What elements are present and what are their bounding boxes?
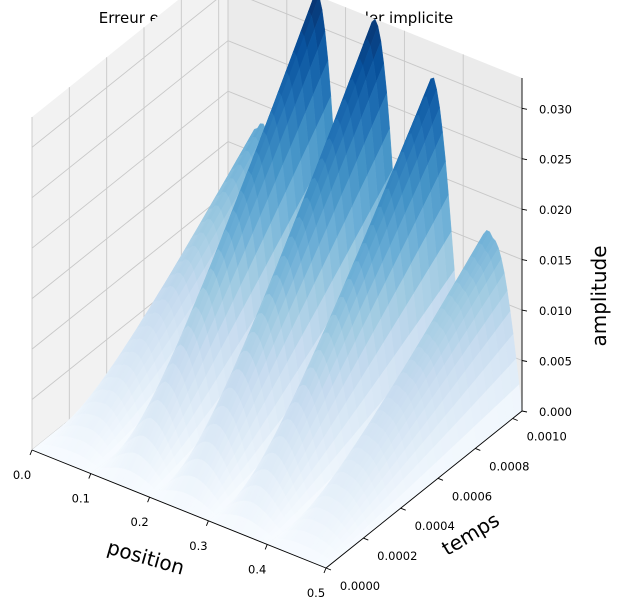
y-axis-line (325, 410, 523, 569)
y-tick-mark (325, 567, 332, 571)
x-tick-mark (264, 544, 268, 550)
z-tick-label: 0.025 (539, 153, 572, 167)
x-tick-label: 0.5 (307, 586, 325, 600)
y-tick-mark (400, 507, 406, 511)
x-tick-label: 0.2 (130, 515, 148, 529)
y-tick-mark (512, 418, 518, 421)
grid-z-left (31, 0, 217, 148)
x-axis-label: position (105, 535, 188, 580)
z-axis-label: amplitude (587, 245, 611, 346)
y-tick-label: 0.0010 (527, 430, 567, 444)
left-pane (32, 0, 228, 450)
x-tick-mark (205, 520, 209, 526)
x-tick-mark (147, 497, 151, 503)
axis-lines (29, 78, 528, 574)
grid-z-left (31, 90, 229, 249)
z-tick-mark (521, 208, 528, 211)
x-tick-label: 0.4 (248, 562, 266, 576)
z-tick-mark (521, 410, 528, 413)
x-tick-mark (29, 449, 33, 456)
x-tick-label: 0.3 (189, 539, 207, 553)
y-axis-label: temps (437, 508, 503, 561)
z-tick-label: 0.000 (539, 405, 572, 419)
x-tick-label: 0.1 (72, 492, 90, 506)
y-tick-label: 0.0004 (415, 519, 455, 533)
grid-z-left (31, 40, 229, 199)
y-tick-mark (437, 477, 444, 481)
x-axis-line (31, 449, 327, 569)
z-tick-label: 0.020 (539, 203, 572, 217)
tick-labels: 0.0 0.1 0.2 0.3 0.4 0.5 0.0000 0.0002 0.0004 0.00… (13, 102, 572, 600)
z-tick-mark (521, 107, 528, 110)
z-tick-mark (521, 259, 528, 262)
z-tick-label: 0.030 (539, 102, 572, 116)
y-tick-label: 0.0008 (489, 459, 529, 473)
z-tick-mark (521, 158, 528, 161)
y-tick-label: 0.0002 (377, 549, 417, 563)
z-tick-mark (521, 309, 528, 312)
x-tick-mark (323, 567, 327, 574)
z-tick-mark (521, 360, 528, 362)
grid-z-left (31, 191, 229, 350)
y-tick-mark (475, 447, 481, 451)
surface-mesh (31, 0, 523, 569)
grid-z-left (31, 141, 229, 299)
x-tick-label: 0.0 (13, 468, 31, 482)
y-tick-label: 0.0000 (340, 579, 380, 593)
z-tick-label: 0.005 (539, 355, 572, 369)
z-tick-label: 0.010 (539, 304, 572, 318)
y-tick-mark (363, 537, 369, 541)
z-tick-label: 0.015 (539, 254, 572, 268)
x-tick-mark (88, 473, 92, 479)
y-tick-label: 0.0006 (452, 489, 492, 503)
